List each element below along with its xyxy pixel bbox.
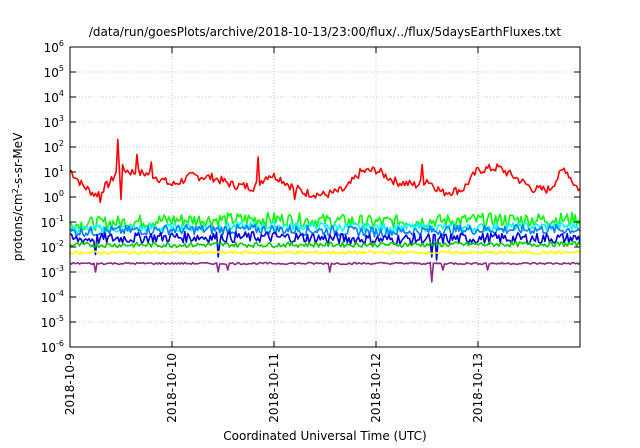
y-axis-label-tail: -s-sr-MeV	[11, 132, 25, 188]
y-tick-label: 104	[44, 89, 64, 105]
x-tick-label: 2018-10-11	[267, 353, 281, 423]
y-tick-label: 106	[44, 39, 64, 55]
y-tick-label: 103	[44, 114, 64, 130]
x-tick-label: 2018-10-9	[63, 353, 77, 415]
y-tick-label: 101	[44, 164, 64, 180]
y-tick-label: 10-3	[41, 264, 64, 280]
y-tick-label: 102	[44, 139, 64, 155]
y-tick-label: 105	[44, 64, 64, 80]
series-line	[69, 138, 581, 204]
y-tick-label: 10-5	[41, 314, 64, 330]
x-axis: 2018-10-9 2018-10-10 2018-10-11 2018-10-12 2…	[63, 47, 485, 423]
chart-title: /data/run/goesPlots/archive/2018-10-13/2…	[89, 25, 562, 39]
y-axis-label: protons/cm2-s-sr-MeV	[11, 132, 26, 261]
y-tick-label: 10-4	[41, 289, 64, 305]
y-axis-label-sup: 2	[11, 188, 20, 193]
y-tick-label: 100	[44, 189, 64, 205]
y-tick-label: 10-2	[41, 239, 64, 255]
x-tick-label: 2018-10-12	[369, 353, 383, 423]
x-tick-label: 2018-10-13	[471, 353, 485, 423]
y-tick-label: 10-1	[41, 214, 64, 230]
grid	[70, 47, 580, 347]
y-axis-label-main: protons/cm	[11, 193, 25, 261]
y-tick-label: 10-6	[41, 339, 64, 355]
series-line	[69, 211, 581, 232]
series-line	[69, 240, 581, 249]
series-line	[69, 250, 581, 255]
data-series	[69, 138, 581, 283]
x-axis-label: Coordinated Universal Time (UTC)	[223, 429, 426, 443]
x-tick-label: 2018-10-10	[165, 353, 179, 423]
series-line	[69, 230, 581, 261]
y-axis: 10-6 10-5 10-4 10-3 10-2 10-1 100 101 102 103 104 1…	[41, 39, 580, 355]
series-line	[69, 261, 581, 283]
